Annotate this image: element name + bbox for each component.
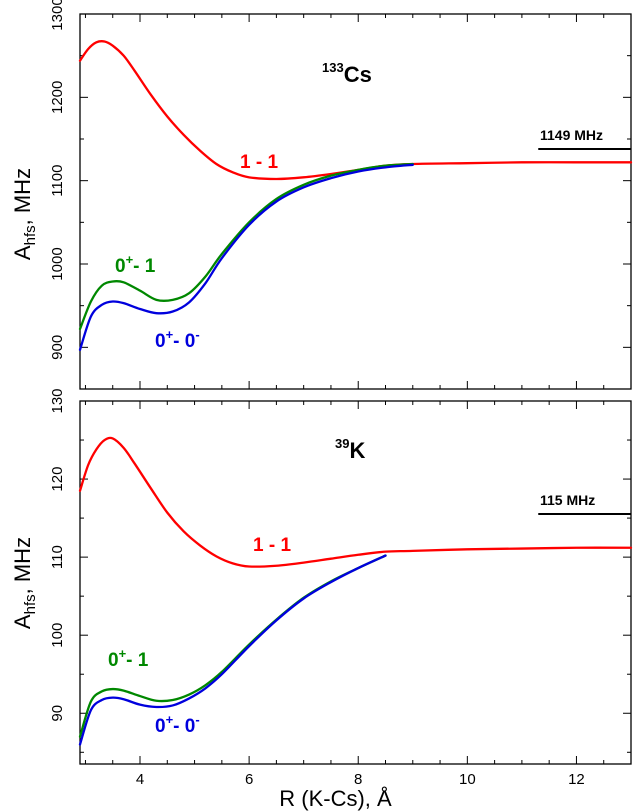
series-label-text: - 0 — [173, 716, 195, 737]
reference-label: 115 MHz — [540, 492, 595, 508]
y-axis-title: Ahfs, MHz — [10, 537, 39, 629]
y-tick-label: 1200 — [49, 81, 66, 114]
series-label-superscript: + — [166, 327, 174, 342]
series-label-text: - 1 — [126, 650, 149, 671]
y-tick-label: 90 — [49, 705, 66, 722]
series-label-text: 0 — [155, 331, 166, 352]
element-symbol: Cs — [344, 62, 372, 87]
series-label-text: 0 — [115, 256, 126, 277]
series-line — [78, 436, 633, 568]
series-label-text: 0 — [108, 650, 119, 671]
x-tick-label: 6 — [245, 771, 253, 788]
series-label-superscript: - — [195, 712, 199, 727]
series-label-superscript: + — [119, 646, 127, 661]
y-axis-title-rest: , MHz — [10, 537, 35, 594]
y-axis-title: Ahfs, MHz — [10, 168, 39, 260]
x-tick-label: 10 — [459, 771, 476, 788]
series-line — [78, 40, 633, 181]
x-tick-label: 8 — [354, 771, 362, 788]
element-label: 133Cs — [322, 60, 372, 87]
y-tick-label: 1300 — [49, 0, 66, 31]
series-label-superscript: + — [126, 252, 134, 267]
plot-frame — [79, 13, 632, 390]
y-tick-label: 900 — [49, 335, 66, 360]
series-line — [78, 162, 414, 331]
y-axis-title-sub: hfs — [22, 225, 39, 245]
element-label: 39K — [335, 436, 365, 463]
series-label: 0+- 0- — [155, 327, 200, 352]
series-label: 0+- 1 — [108, 646, 149, 671]
series-label-superscript: - — [195, 327, 199, 342]
y-axis-title-sub: hfs — [22, 594, 39, 614]
series-line — [78, 554, 387, 746]
plot-frame — [79, 400, 632, 765]
x-axis-title: R (K-Cs), Å — [279, 786, 392, 811]
y-tick-label: 1100 — [49, 165, 66, 197]
series-label: 1 - 1 — [240, 152, 278, 173]
y-axis-title-rest: , MHz — [10, 168, 35, 225]
series-label-superscript: + — [166, 712, 174, 727]
x-tick-label: 12 — [568, 771, 585, 788]
y-tick-label: 110 — [49, 545, 66, 569]
panel-k: 90 100 110 120 130 4 6 8 10 12 Ahfs, MHz R (K-Cs), … — [10, 388, 633, 811]
series-label-text: - 0 — [173, 331, 195, 352]
series-label: 0+- 1 — [115, 252, 156, 277]
y-tick-label: 1000 — [49, 247, 66, 280]
x-tick-label: 4 — [136, 771, 144, 788]
element-symbol: K — [349, 438, 365, 463]
y-axis-title-main: A — [10, 614, 35, 629]
reference-label: 1149 MHz — [540, 127, 603, 143]
series-label: 0+- 0- — [155, 712, 200, 737]
y-tick-label: 130 — [49, 388, 66, 413]
series-label-text: - 1 — [133, 256, 156, 277]
y-tick-label: 120 — [49, 467, 66, 492]
series-label: 1 - 1 — [253, 535, 291, 556]
element-mass: 133 — [322, 60, 344, 75]
y-tick-label: 100 — [49, 623, 66, 648]
y-axis-title-main: A — [10, 245, 35, 260]
series-line — [78, 163, 414, 351]
panel-cs: 900 1000 1100 1200 1300 Ahfs, MHz 133Cs 1149 MH… — [10, 0, 633, 390]
series-label-text: 0 — [155, 716, 166, 737]
element-mass: 39 — [335, 436, 349, 451]
